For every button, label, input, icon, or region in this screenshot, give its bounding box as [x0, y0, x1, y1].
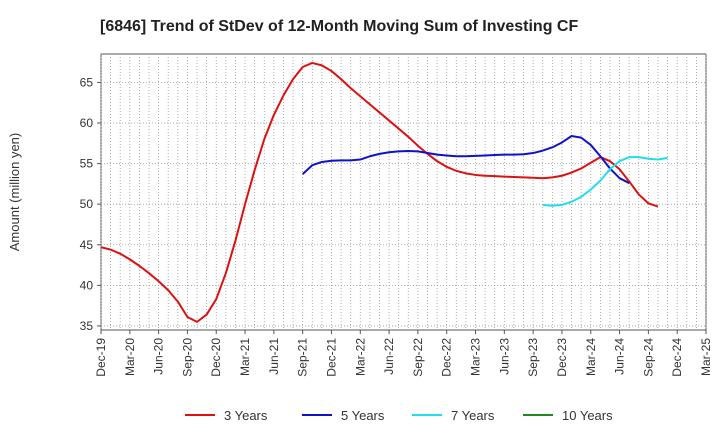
legend-label: 7 Years: [451, 408, 495, 423]
series-lines: [100, 61, 668, 323]
series-line-3-years: [100, 61, 659, 323]
x-tick-label: Dec-21: [324, 338, 338, 377]
x-tick-label: Dec-20: [209, 338, 223, 377]
x-tick-label: Sep-22: [411, 338, 425, 377]
x-tick-label: Dec-24: [670, 338, 684, 377]
x-tick-label: Sep-24: [641, 338, 655, 377]
chart-title: [6846] Trend of StDev of 12-Month Moving…: [100, 18, 578, 35]
plot-area: [100, 53, 707, 331]
y-tick-label: 65: [80, 75, 94, 89]
x-tick-label: Mar-23: [469, 338, 483, 376]
legend-label: 3 Years: [224, 408, 268, 423]
x-tick-label: Jun-22: [382, 338, 396, 375]
x-tick-label: Mar-20: [123, 338, 137, 376]
x-tick-label: Sep-21: [296, 338, 310, 377]
x-tick-label: Mar-21: [238, 338, 252, 376]
y-tick-label: 55: [80, 157, 94, 171]
grid: [100, 54, 707, 330]
x-tick-label: Jun-23: [497, 338, 511, 375]
y-tick-label: 60: [80, 116, 94, 130]
x-tick-label: Jun-20: [152, 338, 166, 375]
y-tick-label: 45: [80, 238, 94, 252]
series-line-7-years: [542, 156, 668, 207]
y-axis-label: Amount (million yen): [7, 133, 22, 252]
legend-label: 10 Years: [562, 408, 613, 423]
y-tick-label: 35: [80, 319, 94, 333]
x-tick-label: Jun-24: [613, 338, 627, 375]
x-tick-label: Dec-23: [555, 338, 569, 377]
x-tick-label: Mar-24: [584, 338, 598, 376]
x-tick-label: Sep-20: [180, 338, 194, 377]
x-tick-label: Dec-19: [94, 338, 108, 377]
series-line-5-years: [301, 134, 630, 184]
y-axis: 35 40 45 50 55 60 65: [80, 75, 101, 333]
y-tick-label: 40: [80, 278, 94, 292]
x-tick-label: Mar-22: [353, 338, 367, 376]
legend: 3 Years 5 Years 7 Years 10 Years: [185, 408, 613, 423]
legend-label: 5 Years: [341, 408, 385, 423]
x-axis: Dec-19 Mar-20 Jun-20 Sep-20 Dec-20 Mar-21 Jun-…: [94, 330, 713, 377]
x-tick-label: Jun-21: [267, 338, 281, 375]
y-tick-label: 50: [80, 197, 94, 211]
x-tick-label: Sep-23: [526, 338, 540, 377]
x-tick-label: Mar-25: [699, 338, 713, 376]
x-tick-label: Dec-22: [440, 338, 454, 377]
